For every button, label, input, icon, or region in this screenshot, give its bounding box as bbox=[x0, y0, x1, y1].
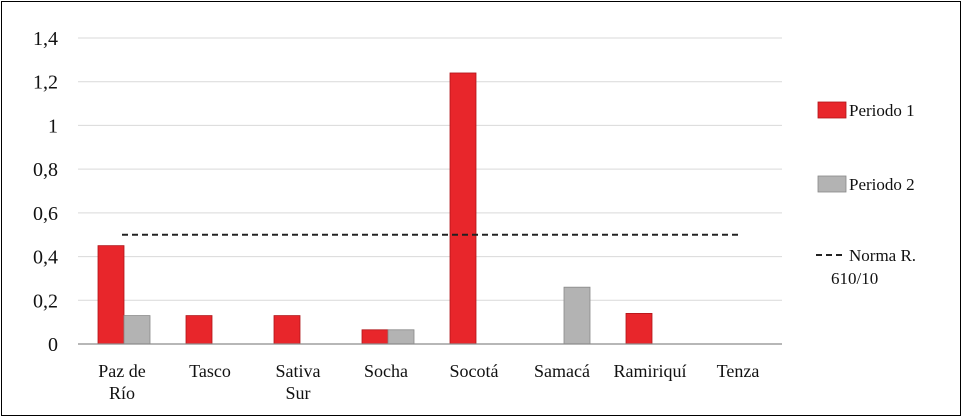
x-tick-label: Paz de bbox=[98, 361, 145, 381]
bar-1-1 bbox=[97, 245, 125, 345]
bar-1-5 bbox=[449, 72, 477, 345]
y-tick-label: 1,2 bbox=[33, 72, 58, 94]
legend-swatch bbox=[817, 175, 847, 193]
x-tick-label: Socotá bbox=[450, 361, 499, 381]
y-axis-ticks: 0 0,2 0,4 0,6 0,8 1 1,2 1,4 bbox=[33, 28, 58, 356]
gridlines bbox=[78, 37, 782, 301]
x-tick-label: Río bbox=[109, 383, 135, 403]
legend-label: Periodo 2 bbox=[849, 175, 915, 194]
bar-2-6 bbox=[563, 286, 591, 345]
legend-label: Periodo 1 bbox=[849, 101, 915, 120]
y-tick-label: 0 bbox=[48, 334, 58, 356]
y-tick-label: 0,4 bbox=[33, 247, 58, 269]
bar-2-1 bbox=[123, 315, 151, 345]
legend-swatch bbox=[817, 101, 847, 119]
legend-label: 610/10 bbox=[831, 269, 878, 288]
bar-1-3 bbox=[273, 315, 301, 345]
legend: Periodo 1 Periodo 2 Norma R. 610/10 bbox=[816, 101, 916, 288]
bars bbox=[97, 72, 653, 345]
x-tick-label: Samacá bbox=[534, 361, 590, 381]
y-tick-label: 0,8 bbox=[33, 159, 58, 181]
y-tick-label: 1,4 bbox=[33, 28, 58, 50]
legend-label: Norma R. bbox=[849, 246, 916, 265]
y-tick-label: 0,2 bbox=[33, 290, 58, 312]
y-tick-label: 0,6 bbox=[33, 203, 58, 225]
bar-2-4 bbox=[387, 329, 415, 345]
x-tick-label: Socha bbox=[364, 361, 408, 381]
x-tick-label: Tasco bbox=[189, 361, 231, 381]
bar-1-7 bbox=[625, 312, 653, 345]
x-tick-label: Sur bbox=[285, 383, 310, 403]
bar-1-2 bbox=[185, 315, 213, 345]
x-tick-label: Ramiriquí bbox=[614, 361, 687, 381]
y-tick-label: 1 bbox=[48, 115, 58, 137]
x-tick-label: Sativa bbox=[276, 361, 321, 381]
x-tick-label: Tenza bbox=[717, 361, 760, 381]
bar-1-4 bbox=[361, 329, 389, 345]
